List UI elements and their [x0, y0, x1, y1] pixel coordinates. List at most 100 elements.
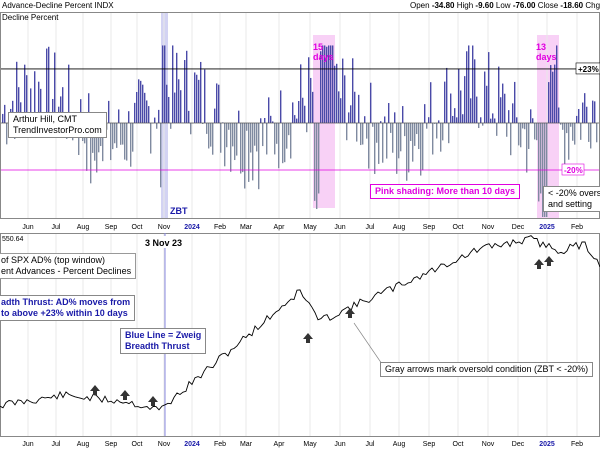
- ad-bar: [422, 123, 424, 171]
- ad-bar: [350, 105, 352, 123]
- ad-bar: [554, 64, 556, 123]
- top-x-tick-label: Jun: [334, 224, 345, 231]
- ad-bar: [264, 118, 266, 123]
- ad-bar: [358, 94, 360, 123]
- ad-bar: [376, 123, 378, 143]
- ad-bar: [324, 45, 326, 124]
- ad-bar: [590, 123, 592, 149]
- ad-bar: [214, 108, 216, 123]
- ad-bar: [136, 91, 138, 123]
- ad-bar: [242, 123, 244, 173]
- ad-bar: [218, 84, 220, 123]
- ad-bar: [572, 123, 574, 141]
- ad-bar: [404, 123, 406, 137]
- ad-bar: [312, 91, 314, 123]
- blue-line-line2: Breadth Thrust: [125, 341, 190, 351]
- ad-bar: [408, 123, 410, 173]
- ad-bar: [284, 123, 286, 163]
- ad-bar: [250, 123, 252, 153]
- ad-bar: [148, 106, 150, 123]
- ad-bar: [494, 118, 496, 123]
- ad-bar: [204, 69, 206, 123]
- ad-bar: [476, 96, 478, 123]
- ad-bar: [456, 117, 458, 123]
- stat-high-label: High: [456, 1, 474, 10]
- spx-price-line: [0, 235, 600, 411]
- ad-bar: [352, 58, 354, 124]
- pink-period-1-count: 15: [313, 42, 323, 52]
- stat-high-value: -9.60: [475, 1, 494, 10]
- bottom-x-tick-label: May: [303, 441, 317, 448]
- ad-bar: [186, 50, 188, 123]
- ad-bar: [130, 123, 132, 167]
- ad-bar: [154, 117, 156, 123]
- ad-bar: [512, 103, 514, 123]
- ad-bar: [180, 90, 182, 123]
- ad-bar: [266, 123, 268, 155]
- ad-bar: [448, 123, 450, 144]
- ad-bar: [348, 112, 350, 123]
- ad-bar: [202, 123, 204, 124]
- ad-bar: [134, 102, 136, 123]
- ad-bar: [304, 105, 306, 123]
- ad-bar: [596, 123, 598, 143]
- ad-bar: [16, 61, 18, 123]
- ad-bar: [490, 118, 492, 123]
- ad-bar: [428, 117, 430, 123]
- ad-bar: [18, 87, 20, 123]
- ad-bar: [310, 77, 312, 123]
- bottom-x-tick-label: Nov: [158, 441, 171, 448]
- blue-line-line1: Blue Line = Zweig: [125, 330, 202, 340]
- ad-bar: [262, 123, 264, 147]
- bottom-x-tick-label: Jun: [22, 441, 33, 448]
- top-x-tick-label: Aug: [393, 224, 406, 231]
- ad-bar: [268, 97, 270, 123]
- spx-last-value: 550.64: [2, 236, 24, 243]
- thrust-line1: adth Thrust: AD% moves from: [1, 297, 131, 307]
- ad-bar: [510, 123, 512, 156]
- oversold-arrow-6: [534, 259, 544, 269]
- stat-close-value: -18.60: [560, 1, 584, 10]
- ad-bar: [124, 123, 126, 160]
- ad-bar: [300, 64, 302, 123]
- ad-bar: [282, 123, 284, 164]
- bottom-x-tick-label: Aug: [77, 441, 90, 448]
- ad-bar: [420, 123, 422, 176]
- ad-bar: [80, 99, 82, 123]
- ad-bar: [320, 51, 322, 124]
- ad-bar: [298, 101, 300, 123]
- top-x-tick-label: Nov: [158, 224, 171, 231]
- ad-bar: [206, 123, 208, 134]
- ad-bar: [388, 103, 390, 123]
- x-axis-ticks: Jun Jun Jul Jul Aug Aug Sep Sep Oct Oct Nov Nov 2024…: [22, 224, 583, 448]
- oversold-arrow-2: [120, 390, 130, 400]
- bottom-x-tick-label: Aug: [393, 441, 406, 448]
- ad-bar: [194, 72, 196, 123]
- ad-bar: [524, 123, 526, 130]
- ad-bar: [170, 123, 172, 129]
- ad-bar: [586, 106, 588, 123]
- ad-bar: [516, 117, 518, 123]
- ad-bar: [288, 123, 290, 136]
- ad-bar: [344, 75, 346, 123]
- ad-bar: [176, 52, 178, 123]
- author-site: TrendInvestorPro.com: [13, 125, 102, 135]
- bottom-x-tick-label: 2024: [184, 441, 200, 448]
- ad-bar: [522, 123, 524, 129]
- ad-bar: [296, 118, 298, 123]
- ad-bar: [532, 118, 534, 123]
- ad-bar: [228, 123, 230, 130]
- ad-bar: [6, 123, 8, 145]
- ad-bar: [540, 123, 542, 194]
- ad-bar: [526, 123, 528, 173]
- bottom-x-tick-label: Oct: [132, 441, 143, 448]
- ad-bar: [308, 57, 310, 123]
- ad-bar: [462, 114, 464, 123]
- ad-bar: [498, 66, 500, 123]
- ad-bar: [426, 123, 428, 129]
- author-name: Arthur Hill, CMT: [13, 114, 78, 124]
- top-x-tick-label: 2024: [184, 224, 200, 231]
- ad-bar: [116, 123, 118, 148]
- ad-bar: [398, 123, 400, 159]
